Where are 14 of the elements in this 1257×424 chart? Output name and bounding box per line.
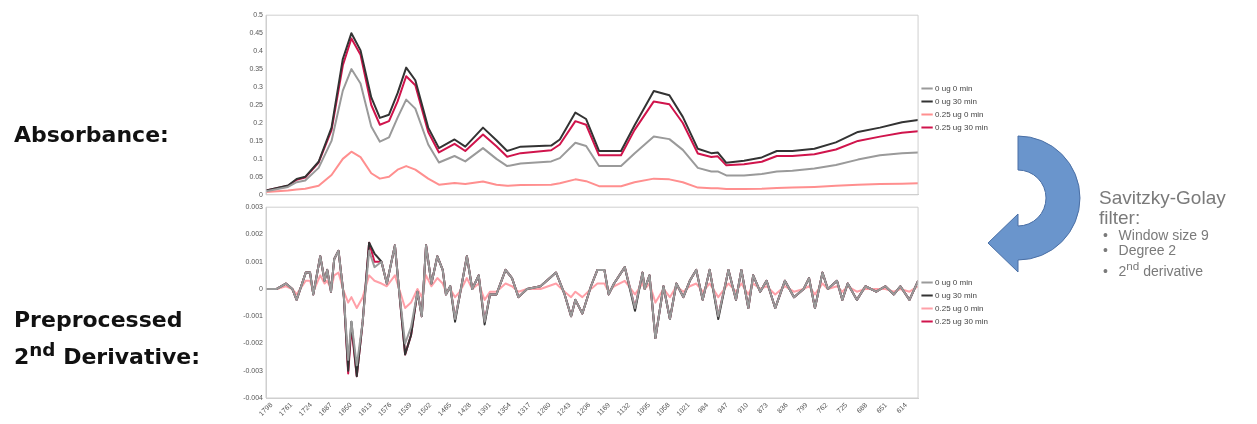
y-axis-title: Absorbance: [14, 121, 170, 149]
legend-label: 0 ug 0 min [935, 83, 973, 93]
text: • Degree 2 [1103, 242, 1178, 258]
text: • 2$^{nd}$ derivative [1103, 258, 1205, 279]
legend-label: 0 ug 0 min [935, 277, 973, 287]
legend-label: 0 ug 30 min [935, 96, 977, 106]
legend-label: 0.25 ug 0 min [935, 303, 984, 313]
text: • Window size 9 [1103, 227, 1210, 243]
legend-label: 0.25 ug 30 min [935, 122, 989, 132]
legend-label: 0 ug 30 min [935, 290, 977, 300]
y-axis-title: Preprocessed 2$^{nd}$ Derivative: [14, 306, 202, 372]
legend-label: 0.25 ug 30 min [935, 316, 989, 326]
legend-label: 0.25 ug 0 min [935, 109, 984, 119]
text: Savitzky-Golay filter: [1099, 187, 1227, 228]
